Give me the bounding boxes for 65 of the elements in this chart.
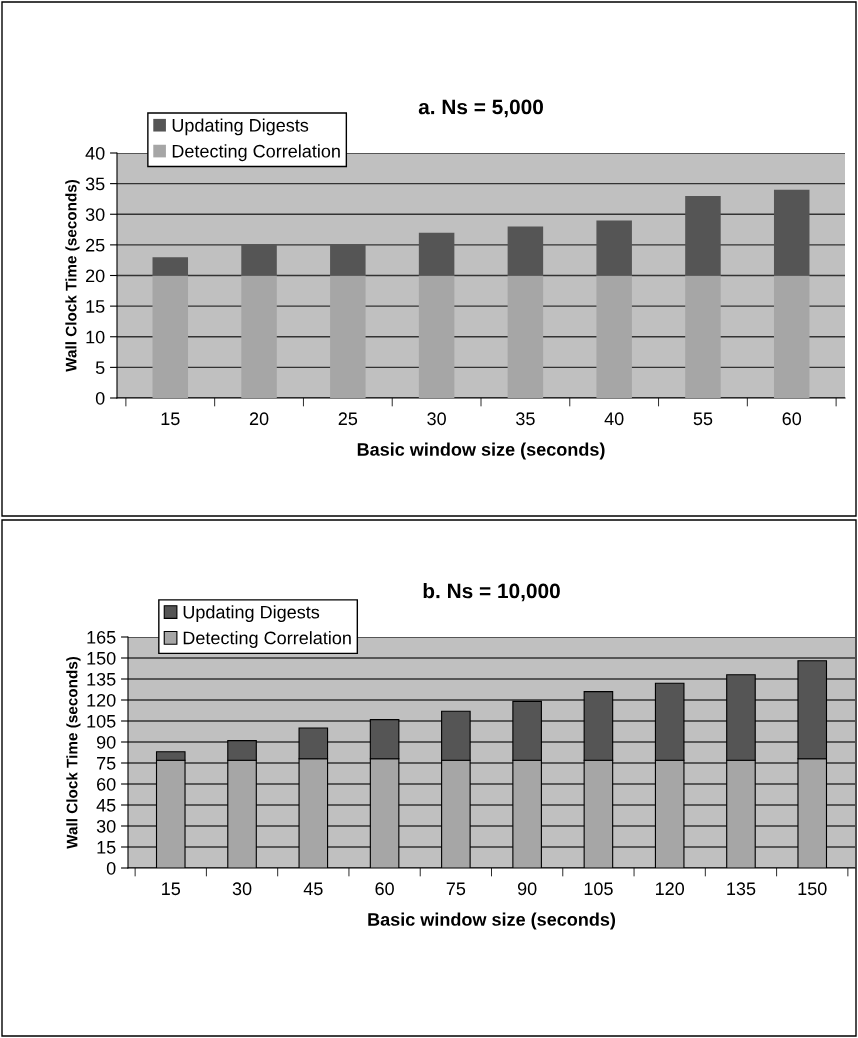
- y-tick-label: 5: [95, 361, 105, 375]
- legend-label: Detecting Correlation: [183, 631, 351, 648]
- y-tick-label: 30: [85, 208, 105, 221]
- x-tick-label: 40: [604, 412, 624, 426]
- y-tick-label: 45: [96, 799, 116, 812]
- x-tick-label: 60: [782, 412, 802, 426]
- bar: [241, 275, 277, 398]
- y-tick-label: 75: [97, 757, 116, 770]
- legend-label: Updating Digests: [172, 118, 309, 136]
- x-tick-label: 45: [303, 882, 323, 896]
- y-tick-label: 15: [97, 841, 116, 854]
- y-tick-label: 165: [87, 630, 116, 644]
- x-tick-label: 30: [232, 882, 252, 896]
- bar: [152, 257, 189, 276]
- bar: [685, 275, 721, 398]
- x-tick-label: 15: [161, 412, 180, 426]
- bar: [685, 195, 721, 276]
- bar: [418, 275, 455, 398]
- y-axis-title: Wall Clock Time (seconds): [65, 179, 80, 372]
- y-tick-label: 60: [97, 777, 116, 791]
- x-tick-label: 150: [798, 882, 827, 896]
- x-axis-title: Basic window size (seconds): [368, 912, 616, 930]
- y-tick-label: 0: [106, 861, 116, 875]
- bar: [152, 275, 189, 398]
- x-tick-label: 55: [693, 412, 713, 426]
- x-tick-label: 120: [656, 882, 685, 896]
- y-axis-title: Wall Clock Time (seconds): [66, 656, 81, 849]
- y-tick-label: 0: [95, 391, 105, 405]
- x-tick-label: 25: [338, 412, 358, 426]
- y-tick-label: 105: [87, 714, 116, 728]
- x-tick-label: 105: [584, 882, 613, 896]
- bar: [507, 275, 544, 398]
- chart-title: b. Ns = 10,000: [423, 583, 560, 602]
- y-tick-label: 20: [86, 269, 105, 283]
- y-tick-label: 120: [87, 693, 116, 707]
- y-tick-label: 90: [96, 735, 116, 749]
- legend-label: Detecting Correlation: [172, 144, 340, 162]
- legend-label: Updating Digests: [183, 605, 320, 623]
- chart-title: a. Ns = 5,000: [418, 99, 543, 118]
- bar: [330, 244, 366, 276]
- x-tick-label: 15: [162, 882, 181, 896]
- y-tick-label: 15: [86, 300, 105, 313]
- x-tick-label: 35: [516, 412, 535, 426]
- bar: [241, 244, 277, 276]
- y-tick-label: 35: [85, 177, 105, 191]
- y-tick-label: 25: [86, 238, 105, 252]
- bar: [773, 275, 810, 398]
- x-axis-title: Basic window size (seconds): [357, 442, 605, 460]
- x-tick-label: 135: [727, 882, 756, 896]
- x-tick-label: 20: [249, 412, 269, 426]
- bar: [330, 275, 366, 398]
- x-tick-label: 75: [446, 882, 466, 896]
- bar: [596, 275, 632, 398]
- x-tick-label: 30: [427, 412, 446, 426]
- y-tick-label: 40: [85, 146, 105, 160]
- y-tick-label: 135: [87, 672, 116, 686]
- x-tick-label: 90: [517, 882, 537, 896]
- y-tick-label: 150: [87, 651, 116, 665]
- bar: [596, 220, 632, 276]
- x-tick-label: 60: [375, 882, 394, 896]
- bar: [507, 226, 544, 276]
- y-tick-label: 30: [96, 819, 116, 833]
- bar: [418, 232, 455, 276]
- y-tick-label: 10: [86, 330, 105, 344]
- bar: [773, 189, 810, 276]
